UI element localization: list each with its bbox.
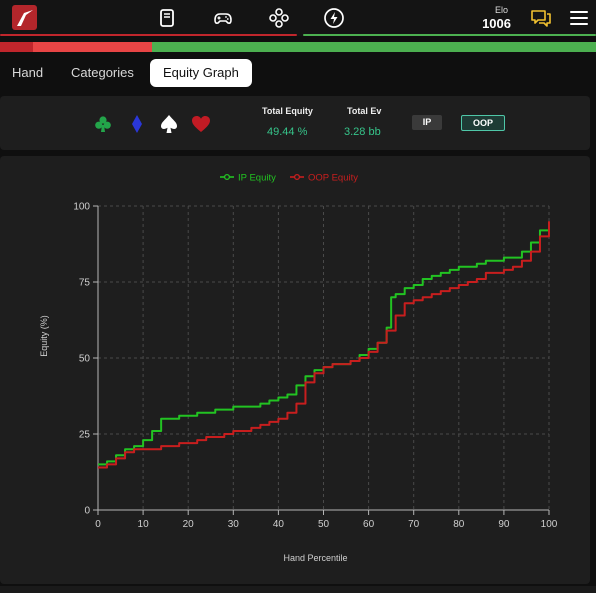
heart-icon[interactable] [191,114,211,134]
total-ev-value: 3.28 bb [344,126,381,138]
y-tick-label: 25 [79,430,91,441]
chat-icon[interactable] [530,8,552,28]
elo-label: Elo [494,5,508,15]
equity-bar-segment [32,42,152,52]
lightning-icon[interactable] [323,7,345,29]
tab-bar: Hand Categories Equity Graph [0,58,596,90]
app-logo[interactable] [12,5,37,30]
bottom-strip [0,586,596,593]
diamond-icon[interactable] [127,114,147,134]
oop-button[interactable]: OOP [461,115,505,131]
total-equity-value: 49.44 % [267,126,308,138]
equity-chart-panel: 0 10 20 30 40 50 60 70 80 90 100 0 25 50 75 100 Hand Per… [0,156,590,584]
x-tick-label: 40 [273,519,285,530]
equity-chart: 0 10 20 30 40 50 60 70 80 90 100 0 25 50 75 100 Hand Per… [39,173,558,564]
x-tick-label: 80 [453,519,465,530]
elo-value: 1006 [482,16,511,31]
tab-hand[interactable]: Hand [12,65,44,80]
x-tick-label: 100 [541,519,558,530]
x-tick-label: 60 [363,519,375,530]
x-axis-title: Hand Percentile [283,553,347,563]
x-tick-label: 20 [183,519,195,530]
hamburger-menu-icon[interactable] [570,11,588,25]
x-tick-label: 70 [408,519,420,530]
x-tick-label: 0 [95,519,101,530]
x-tick-label: 50 [318,519,330,530]
tab-equity-graph[interactable]: Equity Graph [150,59,252,87]
top-bar: Elo 1006 [0,0,596,36]
legend-swatch-marker [293,173,301,181]
x-tick-label: 30 [228,519,240,530]
y-tick-label: 100 [73,202,90,213]
spade-icon[interactable] [159,114,179,134]
equity-bar-segment [151,42,596,52]
y-tick-label: 50 [79,354,91,365]
y-tick-label: 0 [84,506,90,517]
x-tick-label: 90 [498,519,510,530]
legend-swatch-marker [223,173,231,181]
legend-label: OOP Equity [308,173,358,184]
dpad-icon[interactable] [268,7,290,29]
total-equity-label: Total Equity [262,106,313,116]
equity-bar-segment [0,42,33,52]
y-axis-title: Equity (%) [39,315,49,357]
stats-panel: Total Equity 49.44 % Total Ev 3.28 bb IP… [0,96,590,150]
series-line-oop [98,221,550,469]
header-accent-right [303,34,596,36]
x-tick-label: 10 [138,519,150,530]
club-icon[interactable] [93,114,113,134]
total-ev-label: Total Ev [347,106,382,116]
header-accent-left [0,34,297,36]
tab-categories[interactable]: Categories [71,65,134,80]
legend-label: IP Equity [238,173,276,184]
y-tick-label: 75 [79,278,91,289]
ip-button[interactable]: IP [412,115,442,130]
equity-distribution-bar [0,42,596,52]
gamepad-icon[interactable] [212,7,234,29]
book-icon[interactable] [156,7,178,29]
